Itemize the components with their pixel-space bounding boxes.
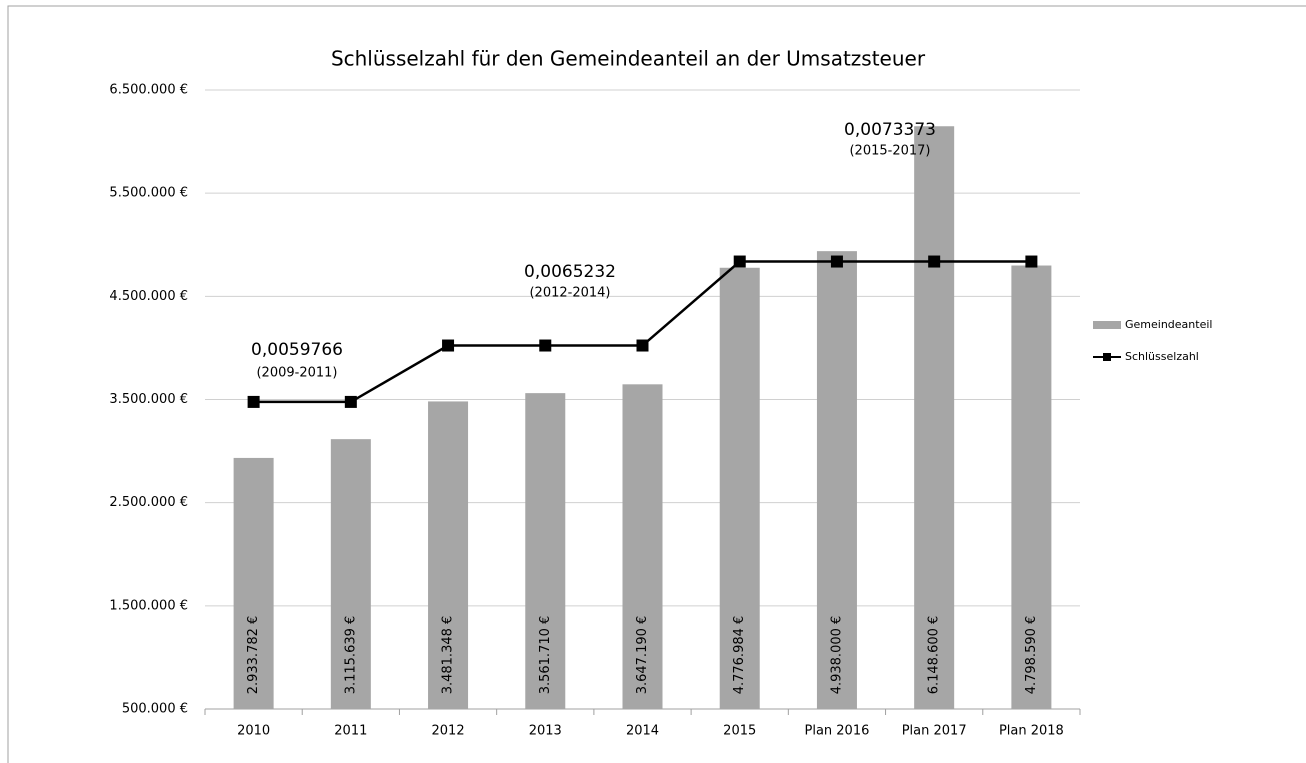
y-tick-label: 1.500.000 € — [109, 598, 188, 613]
chart-frame — [7, 5, 1306, 763]
x-tick-label: Plan 2016 — [805, 724, 870, 739]
bar — [330, 439, 371, 709]
line-marker — [247, 395, 260, 408]
bar-value-label: 6.148.600 € — [927, 616, 942, 695]
bar — [914, 126, 955, 710]
line-marker — [928, 255, 941, 268]
legend-label: Gemeindeanteil — [1125, 318, 1212, 331]
line-marker — [539, 339, 552, 352]
annotation-period: (2012-2014) — [529, 286, 610, 301]
x-tick-label: Plan 2018 — [999, 724, 1064, 739]
bar-value-label: 4.776.984 € — [732, 616, 747, 695]
annotation-text: 0,0073373 — [844, 120, 936, 140]
bar — [622, 384, 663, 709]
annotation-period: (2009-2011) — [256, 366, 337, 381]
y-tick-label: 3.500.000 € — [109, 392, 188, 407]
x-tick-label: 2015 — [723, 724, 756, 739]
y-tick-label: 4.500.000 € — [109, 289, 188, 304]
x-tick-label: 2011 — [334, 724, 367, 739]
annotation-text: 0,0059766 — [251, 340, 343, 360]
bar — [816, 251, 857, 709]
x-tick-label: 2010 — [237, 724, 270, 739]
bar-value-label: 3.481.348 € — [441, 616, 456, 695]
chart-title: Schlüsselzahl für den Gemeindeanteil an … — [331, 47, 926, 71]
x-tick-label: 2014 — [626, 724, 659, 739]
y-tick-label: 2.500.000 € — [109, 495, 188, 510]
y-tick-label: 500.000 € — [122, 702, 188, 717]
bar — [1011, 265, 1052, 709]
bar — [525, 393, 566, 709]
legend-label: Schlüsselzahl — [1125, 350, 1199, 363]
y-tick-label: 5.500.000 € — [109, 186, 188, 201]
bar — [428, 401, 469, 709]
x-tick-label: 2013 — [529, 724, 562, 739]
legend-swatch-marker — [1103, 353, 1111, 361]
line-marker — [442, 339, 455, 352]
line-marker — [344, 395, 357, 408]
bar-value-label: 4.798.590 € — [1024, 616, 1039, 695]
bar-value-label: 2.933.782 € — [246, 616, 261, 695]
bar — [719, 267, 760, 709]
y-tick-label: 6.500.000 € — [109, 83, 188, 98]
line-marker — [830, 255, 843, 268]
legend-swatch — [1093, 321, 1121, 329]
annotation-period: (2015-2017) — [849, 144, 930, 159]
bar — [233, 457, 274, 709]
bar-value-label: 4.938.000 € — [829, 616, 844, 695]
bar-value-label: 3.561.710 € — [538, 616, 553, 695]
bar-value-label: 3.647.190 € — [635, 616, 650, 695]
annotation-text: 0,0065232 — [524, 262, 616, 282]
line-marker — [636, 339, 649, 352]
line-marker — [733, 255, 746, 268]
bar-value-label: 3.115.639 € — [343, 616, 358, 695]
x-tick-label: 2012 — [432, 724, 465, 739]
line-marker — [1025, 255, 1038, 268]
x-tick-label: Plan 2017 — [902, 724, 967, 739]
